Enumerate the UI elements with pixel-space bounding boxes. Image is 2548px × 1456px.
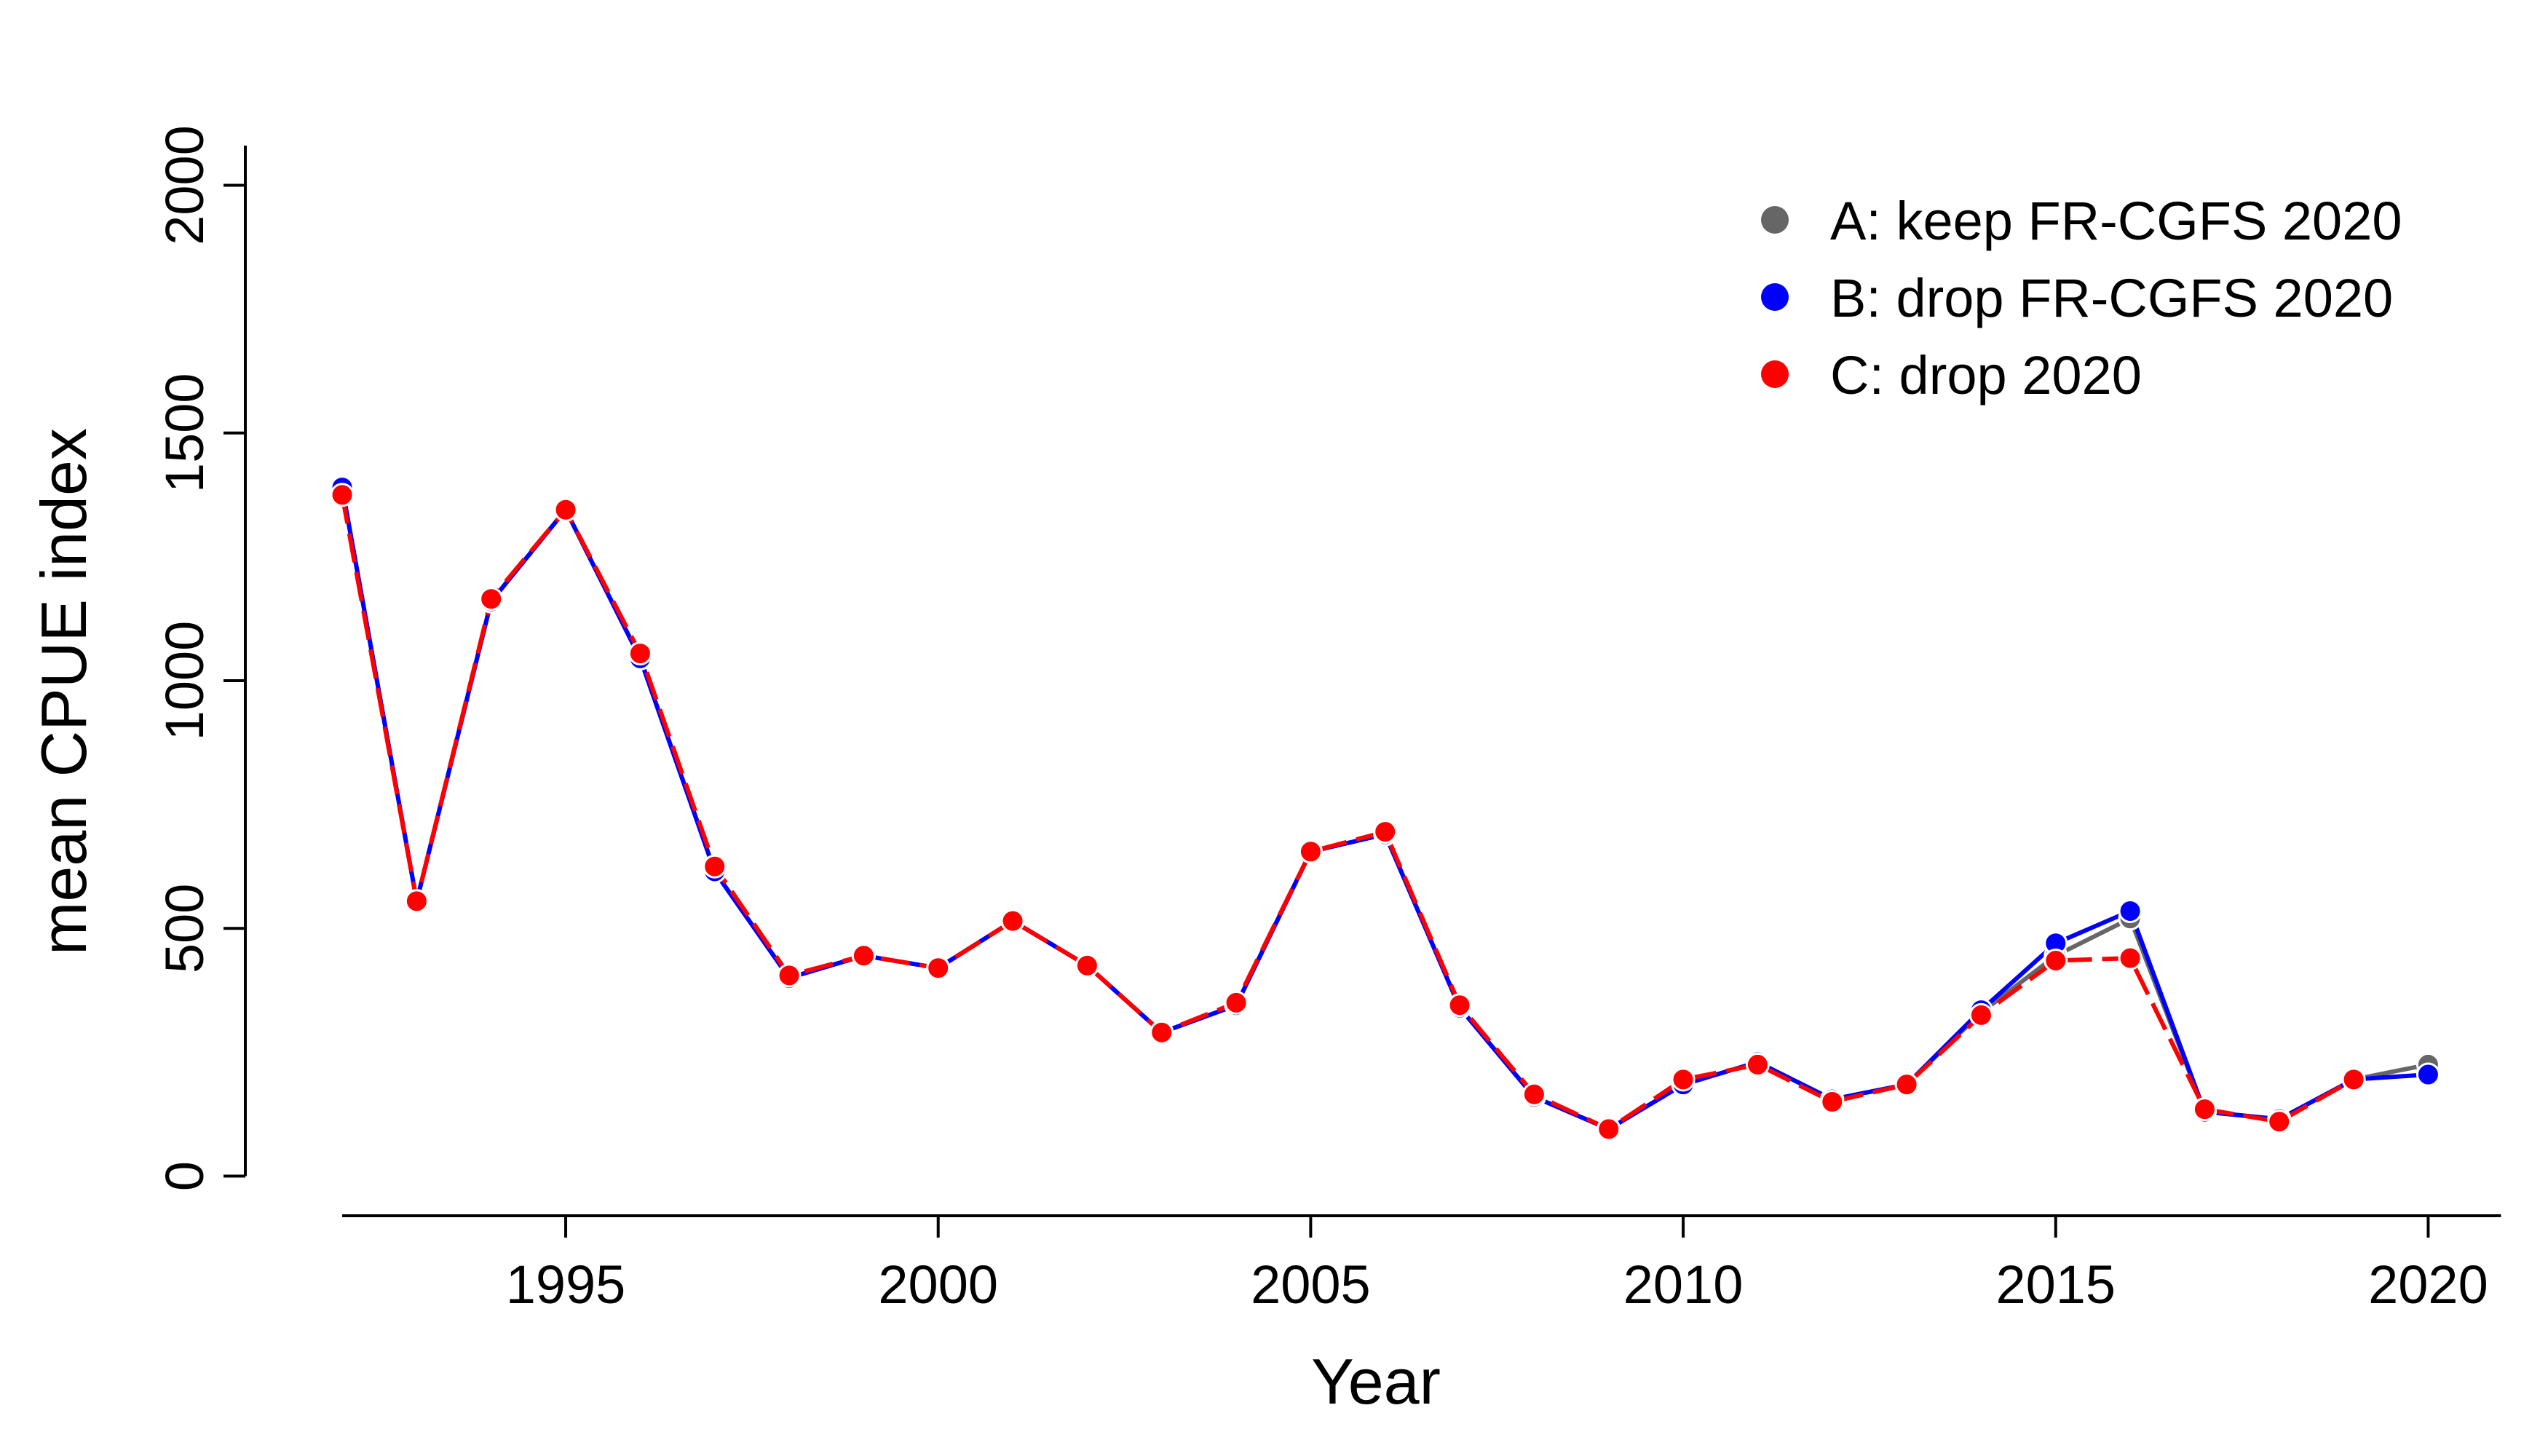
legend-label-series-a: A: keep FR-CGFS 2020 xyxy=(1830,191,2402,251)
series-c-point-2013 xyxy=(1894,1072,1919,1097)
series-c-line xyxy=(340,494,2355,1131)
y-tick-label-2000: 2000 xyxy=(154,125,215,245)
series-c-point-1992 xyxy=(330,483,355,507)
series-b-point-2016 xyxy=(2118,898,2143,923)
series-lines xyxy=(340,487,2429,1131)
series-c-point-1998 xyxy=(777,963,802,988)
series-b-line xyxy=(340,487,2429,1131)
series-c-point-2016 xyxy=(2118,946,2143,970)
legend-marker-series-a xyxy=(1761,206,1789,234)
series-c-point-2007 xyxy=(1447,993,1472,1018)
series-c-point-1996 xyxy=(628,641,652,666)
series-c-point-1993 xyxy=(404,889,429,914)
x-tick-label-2010: 2010 xyxy=(1623,1254,1744,1315)
series-c-point-1997 xyxy=(703,854,727,879)
series-c-point-2009 xyxy=(1597,1117,1621,1142)
x-tick-label-1995: 1995 xyxy=(506,1254,626,1315)
series-c-point-2002 xyxy=(1075,953,1099,978)
y-tick-label-1500: 1500 xyxy=(154,373,215,493)
axes: 1995 2000 2005 2010 2015 2020 0 500 1000 1500 2000 xyxy=(154,125,2501,1315)
y-tick-label-0: 0 xyxy=(154,1161,215,1191)
legend-marker-series-c xyxy=(1761,360,1789,388)
series-c-point-2001 xyxy=(1000,909,1025,933)
series-c-point-2014 xyxy=(1969,1002,1993,1027)
x-tick-label-2000: 2000 xyxy=(878,1254,998,1315)
series-c-point-2000 xyxy=(926,956,951,981)
series-c-point-2012 xyxy=(1820,1089,1845,1114)
series-a-line xyxy=(340,487,2429,1131)
legend-label-series-b: B: drop FR-CGFS 2020 xyxy=(1830,268,2393,328)
series-c-point-2018 xyxy=(2267,1109,2292,1134)
series-c-point-2003 xyxy=(1150,1020,1174,1045)
y-tick-label-1000: 1000 xyxy=(154,621,215,741)
x-tick-label-2015: 2015 xyxy=(1995,1254,2116,1315)
series-points xyxy=(330,475,2440,1142)
series-b-point-2020 xyxy=(2416,1062,2440,1087)
series-c-point-2010 xyxy=(1671,1067,1696,1092)
series-c-point-2015 xyxy=(2043,949,2068,973)
series-c-point-2011 xyxy=(1745,1052,1770,1077)
series-c-point-2017 xyxy=(2192,1097,2217,1122)
y-axis-title: mean CPUE index xyxy=(28,428,100,955)
series-c-point-2005 xyxy=(1298,839,1323,864)
legend-label-series-c: C: drop 2020 xyxy=(1830,345,2142,405)
y-tick-label-500: 500 xyxy=(154,884,215,973)
series-c-point-2006 xyxy=(1373,820,1398,844)
series-c-point-1994 xyxy=(479,587,504,612)
legend: A: keep FR-CGFS 2020 B: drop FR-CGFS 2020… xyxy=(1761,191,2402,405)
series-c-point-2008 xyxy=(1522,1082,1546,1107)
series-c-point-1999 xyxy=(851,943,876,968)
series-c-point-2019 xyxy=(2341,1067,2366,1092)
x-tick-label-2005: 2005 xyxy=(1251,1254,1371,1315)
x-axis-title: Year xyxy=(1311,1345,1441,1417)
legend-marker-series-b xyxy=(1761,283,1789,311)
series-c-point-2004 xyxy=(1224,990,1249,1015)
x-tick-label-2020: 2020 xyxy=(2368,1254,2488,1315)
series-c-point-1995 xyxy=(553,497,578,522)
